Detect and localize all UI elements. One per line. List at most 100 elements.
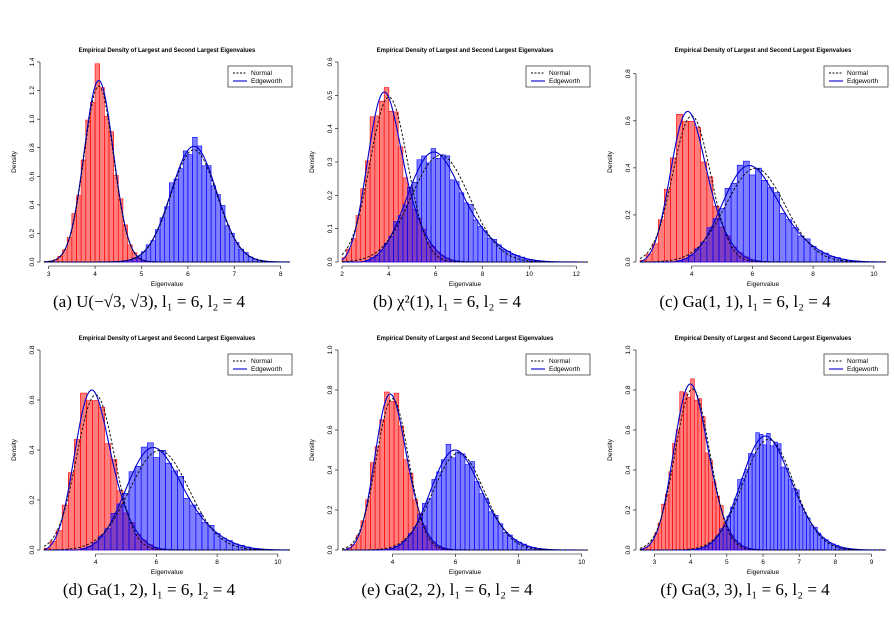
panel-caption: (e) Ga(2, 2), l₁ = 6, l₂ = 4 <box>361 580 533 599</box>
histogram-bar <box>355 535 362 551</box>
y-axis-label: Density <box>309 150 316 172</box>
histogram-bar <box>388 235 394 263</box>
legend-label-normal: Normal <box>847 70 869 77</box>
histogram-bar <box>502 531 508 551</box>
y-tick-label: 0.4 <box>625 465 632 474</box>
x-tick-label: 4 <box>94 559 98 566</box>
y-tick-label: 0.6 <box>625 116 632 125</box>
histogram-bar <box>370 462 376 551</box>
histogram-bar <box>94 63 100 263</box>
chart-panel-a: Empirical Density of Largest and Second … <box>0 40 298 340</box>
x-axis: 2 4 6 8 10 12 <box>340 265 580 278</box>
chart-title: Empirical Density of Largest and Second … <box>377 336 554 342</box>
histogram-bar <box>809 525 814 551</box>
y-tick-label: 0.0 <box>625 545 632 554</box>
histogram-bar <box>178 168 184 263</box>
x-tick-label: 10 <box>870 271 878 278</box>
y-tick-label: 0.4 <box>327 124 334 133</box>
normal-curve <box>341 96 588 263</box>
histogram-bar <box>117 198 124 263</box>
legend-label-normal: Normal <box>251 70 273 77</box>
histogram-bar <box>682 121 689 263</box>
histogram-bar <box>449 179 455 263</box>
legend-label-edgeworth: Edgeworth <box>847 78 878 85</box>
x-tick-label: 4 <box>387 271 391 278</box>
legend-label-edgeworth: Edgeworth <box>847 366 878 373</box>
histogram-bar <box>444 155 451 263</box>
histogram-bar <box>670 157 677 263</box>
histogram-bar <box>740 477 746 551</box>
histogram-bar <box>759 434 764 551</box>
x-axis: 4 6 8 10 <box>94 553 282 566</box>
normal-curve <box>639 115 886 263</box>
panel-caption: (c) Ga(1, 1), l₁ = 6, l₂ = 4 <box>659 292 831 311</box>
histogram-bar <box>116 503 124 551</box>
y-axis: 0.0 0.1 0.2 0.3 0.4 0.5 0.6 <box>327 57 339 267</box>
histogram-bar <box>421 155 427 263</box>
x-tick-label: 8 <box>279 271 283 278</box>
histogram-bar <box>383 87 390 263</box>
histogram-bar <box>431 479 437 551</box>
histogram-bar <box>474 481 480 551</box>
histogram-bar <box>486 237 493 263</box>
histogram-bar <box>724 188 732 263</box>
x-axis-label: Eigenvalue <box>747 569 780 576</box>
y-tick-label: 1.0 <box>327 345 334 354</box>
histogram-bar <box>697 398 702 551</box>
histogram-bar <box>76 195 82 263</box>
x-tick-label: 10 <box>526 271 534 278</box>
histogram-bar <box>672 443 677 551</box>
histogram-bar <box>379 419 385 551</box>
histogram-bar <box>80 159 87 263</box>
histogram-bar <box>797 235 805 263</box>
legend-box <box>525 353 591 376</box>
histogram-bar <box>182 150 189 263</box>
x-tick-label: 2 <box>340 271 344 278</box>
y-axis: 0.0 0.2 0.4 0.6 0.8 1.0 <box>625 345 637 555</box>
x-tick-label: 6 <box>751 271 755 278</box>
histogram-bar <box>675 429 681 551</box>
histogram-bar <box>483 498 489 551</box>
edgeworth-curve <box>639 110 886 263</box>
histogram-bar <box>791 227 799 263</box>
histogram-bar <box>767 187 774 263</box>
legend-box <box>227 353 293 376</box>
histogram-bar <box>477 226 483 263</box>
histogram-bar <box>201 522 209 551</box>
histogram-bar <box>99 87 105 263</box>
y-axis-label: Density <box>11 150 18 172</box>
histogram-bar <box>665 493 670 551</box>
histogram-bar <box>690 378 695 551</box>
x-tick-label: 9 <box>870 559 874 566</box>
x-tick-label: 6 <box>155 559 159 566</box>
histogram-bar <box>74 439 81 551</box>
histogram-bar <box>173 178 179 263</box>
y-tick-label: 0.3 <box>327 157 334 166</box>
y-tick-label: 0.2 <box>29 495 36 504</box>
legend-box <box>823 65 889 88</box>
histogram-bar <box>742 160 750 263</box>
histogram-bar <box>155 229 161 263</box>
histogram-bar <box>766 433 771 551</box>
y-tick-label: 0.8 <box>29 143 36 152</box>
y-tick-label: 0.8 <box>625 69 632 78</box>
y-tick-label: 0.0 <box>625 257 632 266</box>
chart-panel-f: Empirical Density of Largest and Second … <box>596 328 894 628</box>
histogram-bar <box>195 513 203 551</box>
histogram-bar <box>90 101 96 263</box>
histogram-bar <box>482 230 488 263</box>
x-axis: 3 4 5 6 7 8 9 <box>653 553 874 566</box>
histogram-bar <box>820 537 825 551</box>
histogram-bar <box>791 488 796 551</box>
edgeworth-curve <box>43 389 290 551</box>
histogram-bar <box>379 100 385 263</box>
histogram-bar <box>159 449 166 551</box>
histogram-bar <box>210 185 217 263</box>
histogram-bar <box>374 446 381 551</box>
y-tick-label: 0.4 <box>29 200 36 209</box>
histogram-bar <box>146 442 154 551</box>
x-tick-label: 4 <box>391 559 395 566</box>
